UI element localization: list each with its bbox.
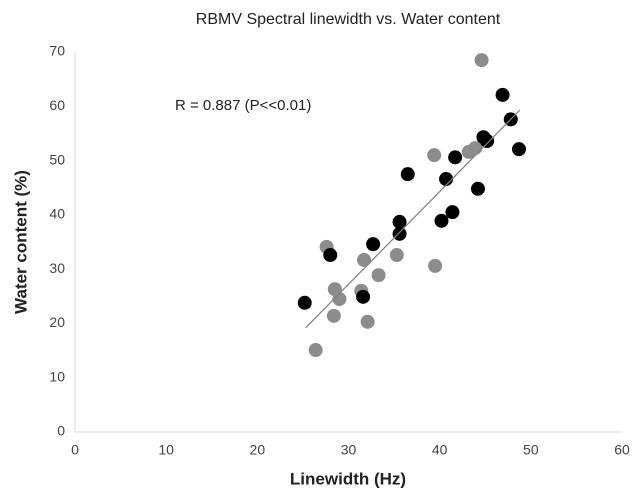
point — [332, 292, 347, 306]
point — [470, 181, 485, 196]
point — [360, 314, 375, 329]
point — [434, 213, 449, 228]
chart-title: RBMV Spectral linewidth vs. Water conten… — [196, 11, 501, 28]
point — [392, 214, 407, 229]
point — [400, 167, 415, 182]
y-tick-label: 60 — [49, 97, 65, 113]
x-tick-label: 50 — [523, 442, 539, 458]
y-tick-label: 40 — [49, 206, 65, 222]
point — [366, 237, 381, 252]
x-tick-label: 10 — [158, 442, 174, 458]
point — [439, 172, 454, 187]
point — [474, 53, 489, 68]
point — [389, 248, 404, 263]
x-tick-label: 20 — [250, 442, 266, 458]
point — [480, 134, 495, 149]
x-tick-label: 30 — [341, 442, 357, 458]
point — [371, 268, 386, 283]
y-tick-label: 70 — [49, 43, 65, 59]
point — [323, 248, 338, 263]
point — [297, 295, 312, 310]
point — [326, 308, 341, 323]
point — [495, 87, 510, 102]
x-tick-label: 0 — [71, 442, 79, 458]
point — [511, 142, 526, 157]
x-tick-label: 60 — [614, 442, 630, 458]
y-tick-label: 50 — [49, 151, 65, 167]
y-tick-label: 10 — [49, 368, 65, 384]
y-axis-title: Water content (%) — [11, 170, 30, 314]
point — [356, 289, 371, 304]
point — [448, 150, 463, 165]
point — [445, 205, 460, 220]
point — [392, 226, 407, 241]
point — [427, 148, 442, 163]
annotation: R = 0.887 (P<<0.01) — [175, 97, 311, 114]
point — [308, 343, 323, 358]
y-tick-label: 30 — [49, 260, 65, 276]
point — [428, 258, 443, 273]
y-tick-label: 20 — [49, 314, 65, 330]
x-axis-title: Linewidth (Hz) — [290, 469, 406, 488]
point — [356, 252, 371, 267]
y-tick-label: 0 — [57, 423, 65, 439]
trendline — [305, 109, 521, 329]
x-tick-label: 40 — [432, 442, 448, 458]
